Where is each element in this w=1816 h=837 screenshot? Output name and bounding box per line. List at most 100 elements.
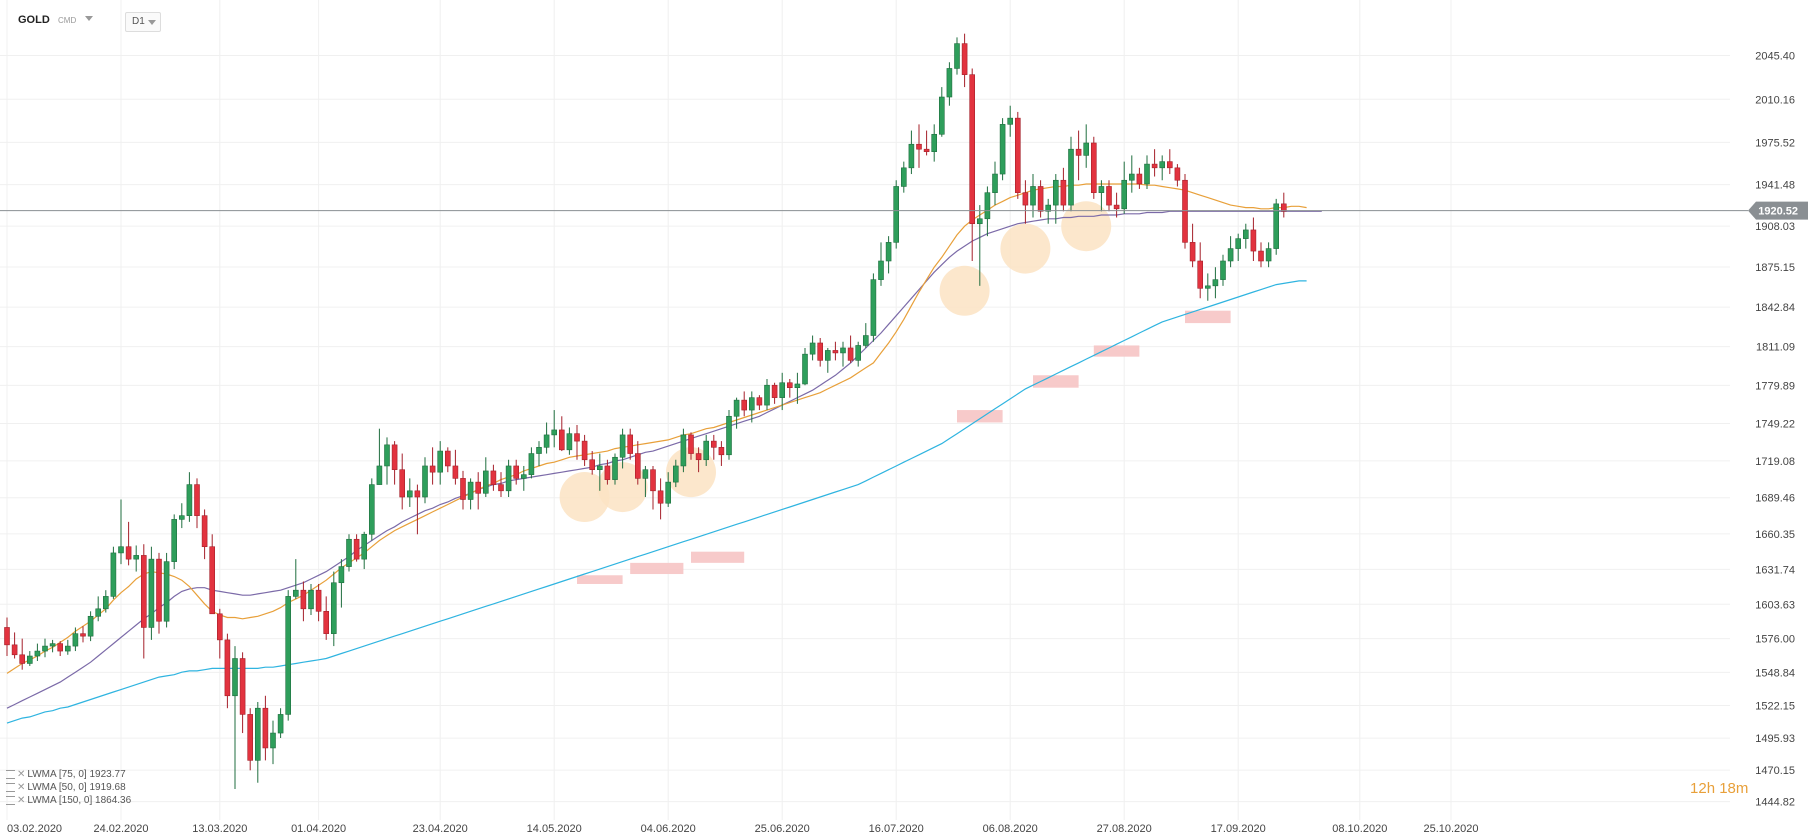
candle[interactable] (893, 180, 900, 249)
candle[interactable] (1220, 254, 1226, 286)
candle[interactable] (665, 472, 672, 507)
candle[interactable] (338, 559, 345, 608)
candle[interactable] (1037, 180, 1044, 218)
candle[interactable] (596, 453, 603, 491)
candle[interactable] (270, 720, 276, 765)
menu-icon[interactable] (6, 769, 15, 779)
candle[interactable] (627, 428, 634, 460)
candle[interactable] (1212, 267, 1219, 299)
candle[interactable] (855, 341, 862, 367)
candle[interactable] (840, 341, 846, 367)
candle[interactable] (201, 509, 208, 560)
candle[interactable] (194, 478, 200, 529)
candle[interactable] (748, 391, 755, 423)
candle[interactable] (406, 478, 413, 507)
candle[interactable] (726, 410, 732, 460)
candle[interactable] (946, 62, 953, 106)
candle[interactable] (391, 441, 398, 485)
candle[interactable] (954, 37, 960, 75)
candle[interactable] (923, 130, 930, 156)
candle[interactable] (938, 87, 945, 137)
candle[interactable] (520, 465, 527, 491)
candle[interactable] (368, 478, 375, 541)
candle[interactable] (908, 130, 915, 175)
candle[interactable] (1281, 192, 1287, 218)
candle[interactable] (1167, 149, 1173, 175)
candle[interactable] (680, 428, 687, 473)
candle[interactable] (1113, 192, 1120, 218)
candle[interactable] (672, 459, 679, 488)
candle[interactable] (1098, 180, 1105, 212)
candle[interactable] (57, 641, 64, 657)
candle[interactable] (657, 478, 664, 520)
candle[interactable] (95, 596, 101, 622)
candle[interactable] (1227, 236, 1234, 268)
candle[interactable] (543, 422, 550, 454)
candle[interactable] (1068, 136, 1074, 212)
candle[interactable] (619, 428, 626, 469)
candle[interactable] (741, 391, 748, 417)
candle[interactable] (764, 379, 770, 411)
candle[interactable] (467, 478, 474, 510)
candle[interactable] (1243, 223, 1249, 249)
candle[interactable] (80, 626, 86, 643)
candle[interactable] (141, 544, 147, 659)
candle[interactable] (103, 590, 109, 613)
candle[interactable] (976, 205, 983, 286)
candle[interactable] (794, 372, 801, 404)
candle[interactable] (133, 545, 139, 572)
candle[interactable] (346, 534, 352, 572)
candle[interactable] (110, 546, 117, 599)
candle[interactable] (422, 457, 428, 504)
candle[interactable] (217, 608, 223, 659)
candle[interactable] (802, 347, 808, 386)
symbol-label[interactable]: GOLD (18, 14, 50, 26)
candle[interactable] (171, 514, 177, 570)
candle[interactable] (482, 457, 489, 498)
candle[interactable] (1045, 198, 1051, 224)
candle[interactable] (779, 372, 786, 411)
candle[interactable] (1136, 167, 1143, 189)
candle[interactable] (179, 503, 185, 529)
y-axis[interactable]: 2045.40 2010.16 1975.52 1941.48 1908.03 1875.… (1748, 51, 1808, 809)
candle[interactable] (34, 643, 41, 661)
candle[interactable] (384, 437, 390, 485)
close-icon[interactable]: ✕ (17, 782, 26, 793)
candle[interactable] (1083, 124, 1089, 168)
candle[interactable] (718, 441, 725, 466)
candle[interactable] (475, 472, 482, 510)
candle[interactable] (209, 534, 215, 615)
candle[interactable] (224, 633, 231, 709)
candle[interactable] (232, 646, 238, 789)
candle[interactable] (1250, 217, 1257, 261)
candle[interactable] (650, 465, 656, 510)
candle[interactable] (870, 273, 877, 342)
candle[interactable] (604, 459, 611, 485)
candle[interactable] (513, 459, 520, 485)
candle[interactable] (255, 701, 261, 783)
candle[interactable] (163, 552, 170, 628)
candle[interactable] (285, 590, 292, 721)
candle[interactable] (376, 428, 383, 485)
candle[interactable] (992, 161, 998, 206)
candle[interactable] (353, 534, 360, 562)
candle[interactable] (1273, 198, 1279, 255)
candle[interactable] (11, 632, 18, 659)
candle[interactable] (156, 552, 162, 634)
candle[interactable] (300, 581, 307, 622)
candle[interactable] (505, 459, 512, 498)
candle[interactable] (984, 186, 991, 237)
candle[interactable] (756, 395, 763, 411)
candle[interactable] (1258, 242, 1264, 268)
legend-row-ma75[interactable]: ✕ LWMA [75, 0] 1923.77 (6, 768, 131, 781)
candle[interactable] (695, 447, 702, 473)
candle[interactable] (878, 242, 884, 286)
candle[interactable] (961, 33, 968, 88)
candle[interactable] (72, 627, 79, 652)
candle[interactable] (429, 447, 436, 485)
candle[interactable] (634, 441, 641, 485)
candle[interactable] (1205, 273, 1211, 301)
candle[interactable] (26, 651, 33, 666)
candle[interactable] (460, 470, 466, 510)
